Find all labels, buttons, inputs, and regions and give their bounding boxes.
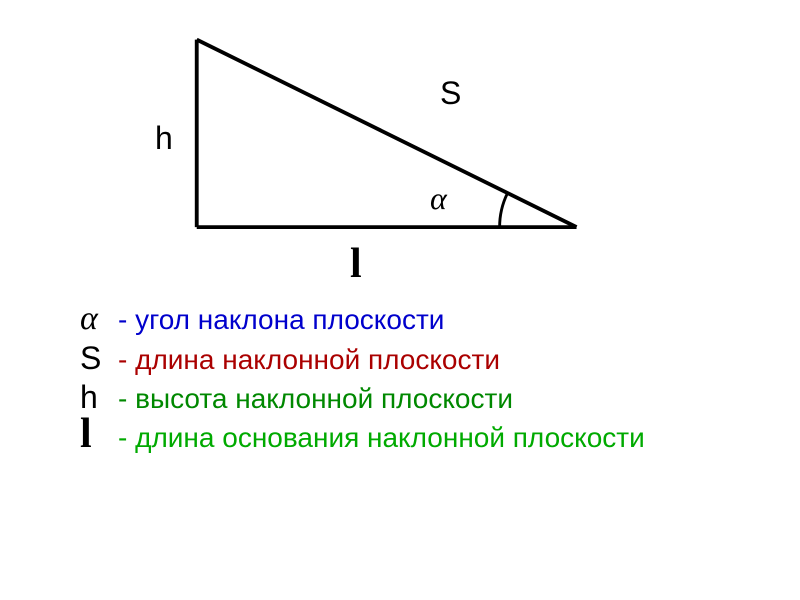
legend-text-h: - высота наклонной плоскости bbox=[118, 383, 513, 415]
legend-text-alpha: - угол наклона плоскости bbox=[118, 304, 444, 336]
triangle-diagram: S h l α bbox=[130, 30, 600, 280]
legend-dash: - bbox=[118, 383, 135, 414]
triangle-side-s bbox=[197, 40, 577, 228]
legend-symbol-s: S bbox=[80, 340, 118, 377]
legend-text-l: - длина основания наклонной плоскости bbox=[118, 422, 645, 454]
legend-dash: - bbox=[118, 304, 135, 335]
label-l: l bbox=[350, 240, 362, 288]
label-alpha: α bbox=[430, 180, 447, 217]
legend-desc: высота наклонной плоскости bbox=[135, 383, 513, 414]
legend-row: h - высота наклонной плоскости bbox=[80, 379, 645, 416]
legend-desc: длина основания наклонной плоскости bbox=[135, 422, 645, 453]
legend-dash: - bbox=[118, 422, 135, 453]
legend-row: S - длина наклонной плоскости bbox=[80, 340, 645, 377]
legend-symbol-l: l bbox=[80, 418, 118, 452]
legend-desc: длина наклонной плоскости bbox=[135, 344, 500, 375]
label-h: h bbox=[155, 120, 173, 157]
triangle-svg bbox=[130, 30, 600, 280]
angle-arc bbox=[500, 193, 508, 227]
legend-row: α - угол наклона плоскости bbox=[80, 300, 645, 338]
label-s: S bbox=[440, 75, 461, 112]
legend-row: l - длина основания наклонной плоскости bbox=[80, 418, 645, 454]
legend-symbol-alpha: α bbox=[80, 300, 118, 338]
legend-text-s: - длина наклонной плоскости bbox=[118, 344, 500, 376]
legend-desc: угол наклона плоскости bbox=[135, 304, 444, 335]
legend: α - угол наклона плоскости S - длина нак… bbox=[80, 300, 645, 456]
legend-dash: - bbox=[118, 344, 135, 375]
